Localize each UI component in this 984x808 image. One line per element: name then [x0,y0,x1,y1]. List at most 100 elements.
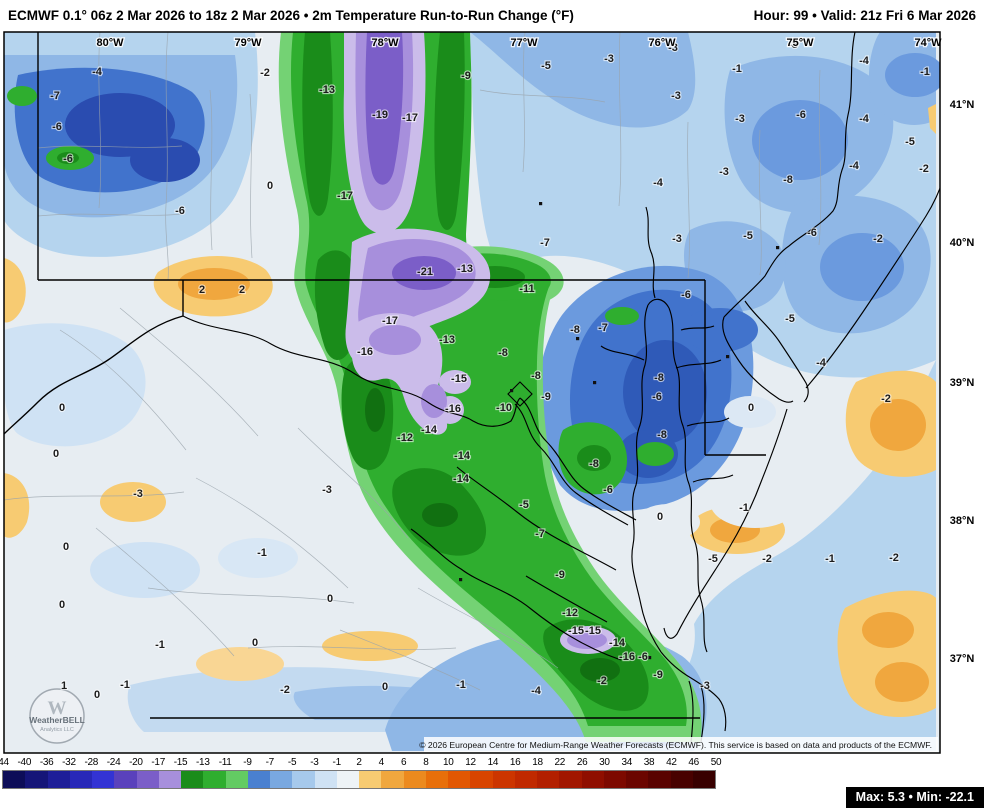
station-value: -16 [445,403,461,415]
station-value: -5 [541,60,551,72]
station-value: -14 [454,450,471,462]
station-value: -3 [668,42,678,54]
station-value: -6 [652,391,662,403]
longitude-label: 75°W [786,37,814,49]
product-title: ECMWF 0.1° 06z 2 Mar 2026 to 18z 2 Mar 2… [8,8,574,23]
colorbar-tick: -11 [218,757,232,768]
station-value: -5 [708,553,718,565]
colorbar-tick: -5 [287,757,297,768]
colorbar-tick: -7 [265,757,275,768]
colorbar-tick: 22 [554,757,566,768]
colorbar-swatch [225,771,248,788]
station-value: -3 [604,53,614,65]
station-value: -15 [451,373,467,385]
latitude-label: 37°N [950,653,975,665]
longitude-labels: 80°W 79°W 78°W 77°W 76°W 75°W 74°W [95,36,943,51]
colorbar-tick: -3 [310,757,319,768]
station-value: -9 [555,569,565,581]
colorbar-tick: 30 [599,757,610,768]
station-value: -4 [653,177,664,189]
station-value: 2 [239,284,245,296]
station-value: -3 [133,488,143,500]
latitude-label: 38°N [950,515,975,527]
longitude-label: 76°W [648,37,676,49]
colorbar-swatch [336,771,359,788]
latitude-label: 40°N [950,237,975,249]
colorbar-swatch [448,771,471,788]
colorbar-swatch [47,771,70,788]
station-value: -4 [816,357,827,369]
station-value: -2 [919,163,929,175]
station-value: -16 [357,346,373,358]
colorbar-tick: -1 [332,757,342,768]
station-value: 0 [59,402,65,414]
station-value: 2 [199,284,205,296]
station-value: -1 [825,553,835,565]
colorbar-swatch [470,771,493,788]
station-value: 0 [267,180,273,192]
station-value: -3 [735,113,745,125]
colorbar-tick: 4 [378,757,385,768]
colorbar-tick: 14 [487,757,499,768]
logo-text: WeatherBELL [29,715,85,725]
station-value: -13 [457,263,473,275]
colorbar-tick: 10 [442,757,454,768]
station-value: -8 [788,39,798,51]
hour-label: Hour [753,7,786,23]
colorbar-tick: -32 [62,757,76,768]
station-value: -1 [120,679,130,691]
station-value: -4 [849,160,860,172]
longitude-label: 79°W [234,37,262,49]
colorbar-tick: 34 [621,757,633,768]
colorbar-swatch [514,771,537,788]
station-value: 0 [59,599,65,611]
station-value: -3 [672,233,682,245]
station-value: -8 [654,372,664,384]
colorbar-swatch [626,771,649,788]
station-value: -1 [257,547,267,559]
station-value: -2 [762,553,772,565]
colorbar-swatch [670,771,693,788]
station-value: 0 [327,593,333,605]
weather-map: W WeatherBELL Analytics LLC © 2026 Europ… [3,31,975,754]
station-value: -15 [585,625,601,637]
colorbar-tick: 2 [356,757,362,768]
colorbar-swatch [92,771,115,788]
station-value: -2 [873,233,883,245]
colorbar-tick: 6 [400,757,407,768]
longitude-label: 77°W [510,37,538,49]
station-value: -8 [783,174,793,186]
copyright-text: © 2026 European Centre for Medium-Range … [419,740,932,750]
station-value: -12 [397,432,413,444]
colorbar-swatch [403,771,426,788]
colorbar-tick: 18 [532,757,543,768]
colorbar-swatch [25,771,48,788]
colorbar-tick: 42 [666,757,677,768]
max-label: Max [855,790,880,804]
min-value: : -22.1 [937,790,974,804]
model-name: ECMWF 0.1° [8,7,87,23]
longitude-label: 80°W [96,37,124,49]
station-value: -7 [598,322,608,334]
station-value: -16 [619,651,635,663]
station-value: -4 [531,685,542,697]
valid-info: Hour: 99 • Valid: 21z Fri 6 Mar 2026 [754,8,976,23]
station-value: 0 [657,511,663,523]
station-value: -10 [496,402,512,414]
station-value: -6 [796,109,806,121]
map-area: W WeatherBELL Analytics LLC © 2026 Europ… [0,30,984,755]
product-title-rest: 06z 2 Mar 2026 to 18z 2 Mar 2026 • 2m Te… [86,7,574,23]
logo-subtext: Analytics LLC [40,727,74,733]
station-value: -4 [859,55,870,67]
colorbar-swatch [559,771,582,788]
colorbar-tick: -24 [106,757,121,768]
logo-w-glyph: W [48,698,67,719]
bullet-separator: • [808,7,821,23]
map-frame [3,31,941,754]
station-value: -19 [372,109,388,121]
city-markers [459,202,780,660]
colorbar-tick: -28 [84,757,99,768]
station-value: -1 [155,639,165,651]
title-bar: ECMWF 0.1° 06z 2 Mar 2026 to 18z 2 Mar 2… [0,0,984,30]
colorbar-tick: -20 [129,757,143,768]
